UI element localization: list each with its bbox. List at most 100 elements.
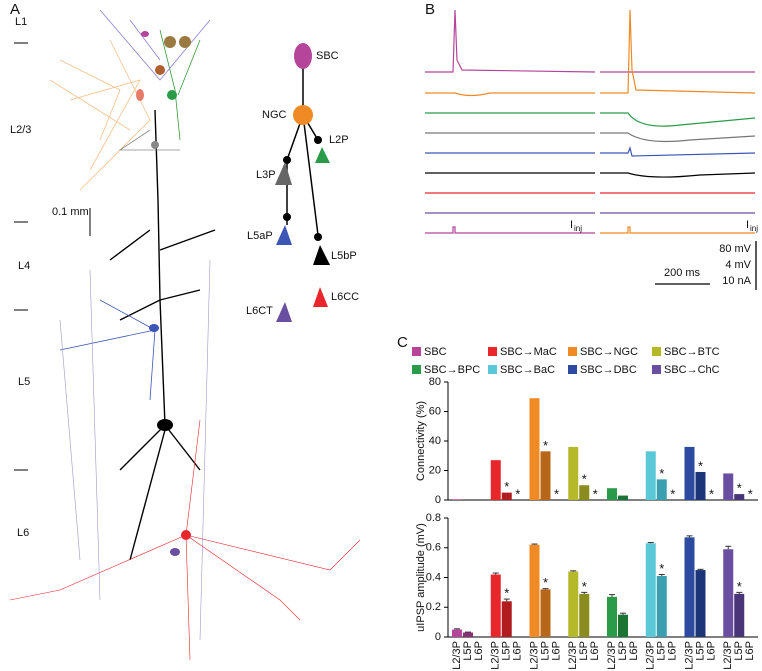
legend-label: SBC→BPC — [424, 364, 480, 376]
legend-swatch — [568, 365, 577, 374]
y-tick-label: 0 — [435, 631, 441, 643]
bar — [684, 446, 695, 500]
scale-bar-label: 0.1 mm — [52, 206, 89, 218]
panel-label: A — [10, 1, 20, 18]
layer-label: L5 — [18, 376, 30, 388]
y-tick-label: 0.8 — [426, 512, 441, 524]
x-tick-label: L2/3P — [683, 641, 695, 670]
bar — [645, 451, 656, 500]
layer-label: L1 — [15, 16, 27, 28]
x-tick-label: L2/3P — [645, 641, 657, 670]
y-tick-label: 0.4 — [426, 571, 441, 583]
bar — [540, 589, 551, 637]
y-tick-label: 40 — [429, 435, 441, 447]
bar — [579, 485, 590, 500]
scale-bars — [655, 241, 757, 290]
bar — [452, 629, 462, 637]
bar — [607, 596, 617, 637]
bar — [695, 570, 706, 637]
y-axis-title: Connectivity (%) — [415, 401, 427, 481]
scale-label: 10 nA — [722, 275, 751, 287]
bar — [645, 543, 656, 637]
bar — [734, 494, 745, 500]
significance: * — [515, 486, 520, 501]
bar — [568, 446, 579, 500]
legend-label: SBC — [424, 346, 447, 358]
x-tick-label: L2/3P — [567, 641, 579, 670]
bar — [734, 593, 745, 637]
y-tick-label: 0.6 — [426, 542, 441, 554]
x-tick-label: L2/3P — [490, 641, 502, 670]
significance: * — [554, 486, 559, 501]
x-tick-label: L5P — [462, 641, 474, 661]
significance: * — [582, 472, 587, 487]
bar — [607, 488, 617, 500]
significance: * — [709, 486, 714, 501]
bar — [618, 614, 628, 637]
legend-swatch — [652, 365, 661, 374]
bar — [723, 549, 734, 637]
bar — [656, 479, 667, 500]
significance: * — [593, 486, 598, 501]
significance: * — [659, 466, 664, 481]
neuron-morphology — [9, 9, 361, 661]
somata — [136, 31, 191, 556]
x-tick-label: L5P — [501, 641, 513, 661]
x-tick-label: L6P — [473, 641, 485, 661]
layer-label: L6 — [17, 527, 29, 539]
x-tick-label: L5P — [617, 641, 629, 661]
cell-label: L6CC — [331, 291, 359, 303]
cell-label: L2P — [329, 134, 349, 146]
y-tick-label: 80 — [429, 376, 441, 388]
x-tick-label: L2/3P — [722, 641, 734, 670]
y-tick-label: 20 — [429, 464, 441, 476]
stim-label: I — [746, 219, 749, 231]
significance: * — [737, 481, 742, 496]
y-tick-label: 60 — [429, 405, 441, 417]
stim-label: inj — [750, 224, 758, 233]
x-tick-label: L6P — [512, 641, 524, 661]
significance: * — [543, 438, 548, 453]
scale-label: 4 mV — [725, 259, 751, 271]
cell-label: L5aP — [247, 230, 273, 242]
y-tick-label: 0 — [435, 494, 441, 506]
cell-label: L6CT — [246, 305, 273, 317]
cell-label: SBC — [316, 50, 339, 62]
legend-swatch — [412, 365, 421, 374]
legend-swatch — [488, 365, 497, 374]
bar — [540, 451, 551, 500]
significance: * — [659, 561, 664, 576]
layer-label: L2/3 — [10, 124, 31, 136]
x-tick-label: L5P — [578, 641, 590, 661]
stim-label: inj — [574, 224, 582, 233]
bar — [490, 574, 501, 637]
legend-label: SBC→MaC — [500, 346, 557, 358]
x-tick-label: L2/3P — [606, 641, 618, 670]
bar — [568, 571, 579, 637]
y-tick-label: 0.2 — [426, 601, 441, 613]
legend-swatch — [488, 347, 497, 356]
x-tick-label: L2/3P — [451, 641, 463, 670]
bar — [529, 398, 540, 500]
bar — [579, 593, 590, 637]
scale-label: 200 ms — [664, 267, 701, 279]
bar — [684, 537, 695, 637]
legend-label: SBC→DBC — [580, 364, 637, 376]
significance: * — [504, 479, 509, 494]
bar — [723, 473, 734, 500]
legend-label: SBC→BTC — [664, 346, 720, 358]
bar — [490, 460, 501, 500]
significance: * — [698, 458, 703, 473]
panel-label: B — [425, 1, 435, 18]
layer-label: L4 — [18, 260, 30, 272]
stim-label: I — [570, 219, 573, 231]
scale-label: 80 mV — [719, 243, 751, 255]
legend-swatch — [652, 347, 661, 356]
significance: * — [737, 579, 742, 594]
cell-label: L5bP — [331, 250, 357, 262]
significance: * — [543, 575, 548, 590]
x-tick-label: L6P — [705, 641, 717, 661]
legend-label: SBC→BaC — [500, 364, 555, 376]
bar — [656, 576, 667, 637]
